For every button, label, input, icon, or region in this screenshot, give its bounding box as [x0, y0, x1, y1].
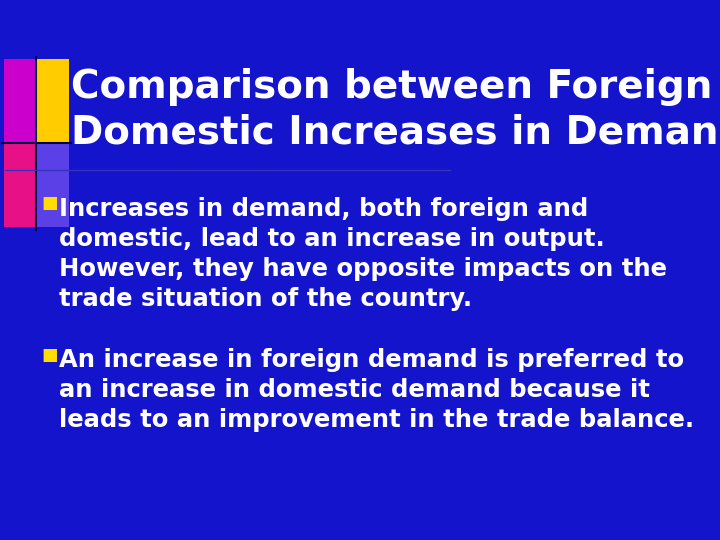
Text: ■: ■	[41, 346, 58, 363]
Bar	[37, 59, 69, 143]
Bar	[4, 59, 37, 143]
Bar	[37, 143, 69, 227]
Text: An increase in foreign demand is preferred to
an increase in domestic demand bec: An increase in foreign demand is preferr…	[59, 348, 694, 433]
Text: Increases in demand, both foreign and
domestic, lead to an increase in output.
H: Increases in demand, both foreign and do…	[59, 197, 667, 312]
Bar	[4, 143, 37, 227]
Text: ■: ■	[41, 194, 58, 212]
Text: Comparison between Foreign and
Domestic Increases in Demand: Comparison between Foreign and Domestic …	[71, 68, 720, 151]
